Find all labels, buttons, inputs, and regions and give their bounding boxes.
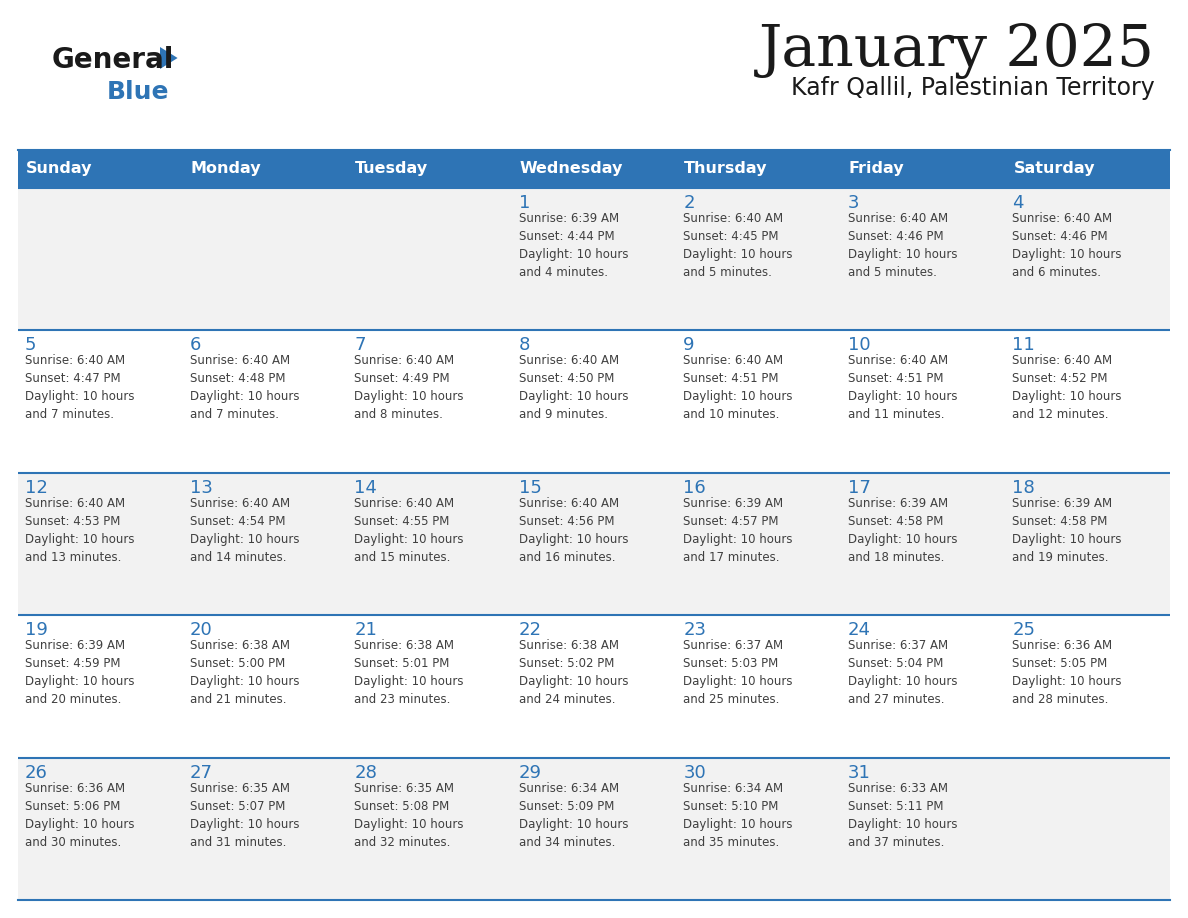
Text: Sunrise: 6:40 AM
Sunset: 4:54 PM
Daylight: 10 hours
and 14 minutes.: Sunrise: 6:40 AM Sunset: 4:54 PM Dayligh… — [190, 497, 299, 564]
Text: 18: 18 — [1012, 479, 1035, 497]
Polygon shape — [160, 47, 177, 69]
Text: Sunrise: 6:40 AM
Sunset: 4:46 PM
Daylight: 10 hours
and 5 minutes.: Sunrise: 6:40 AM Sunset: 4:46 PM Dayligh… — [848, 212, 958, 279]
Text: Monday: Monday — [190, 162, 261, 176]
Text: 7: 7 — [354, 336, 366, 354]
Text: Sunrise: 6:40 AM
Sunset: 4:56 PM
Daylight: 10 hours
and 16 minutes.: Sunrise: 6:40 AM Sunset: 4:56 PM Dayligh… — [519, 497, 628, 564]
Text: Sunrise: 6:39 AM
Sunset: 4:58 PM
Daylight: 10 hours
and 19 minutes.: Sunrise: 6:39 AM Sunset: 4:58 PM Dayligh… — [1012, 497, 1121, 564]
Text: Sunrise: 6:40 AM
Sunset: 4:50 PM
Daylight: 10 hours
and 9 minutes.: Sunrise: 6:40 AM Sunset: 4:50 PM Dayligh… — [519, 354, 628, 421]
Text: 30: 30 — [683, 764, 706, 781]
Bar — [18, 188, 1170, 330]
Text: Sunrise: 6:40 AM
Sunset: 4:47 PM
Daylight: 10 hours
and 7 minutes.: Sunrise: 6:40 AM Sunset: 4:47 PM Dayligh… — [25, 354, 134, 421]
Text: Sunrise: 6:39 AM
Sunset: 4:44 PM
Daylight: 10 hours
and 4 minutes.: Sunrise: 6:39 AM Sunset: 4:44 PM Dayligh… — [519, 212, 628, 279]
Text: 19: 19 — [25, 621, 48, 639]
Text: 26: 26 — [25, 764, 48, 781]
Text: General: General — [52, 46, 175, 74]
Text: Sunrise: 6:38 AM
Sunset: 5:00 PM
Daylight: 10 hours
and 21 minutes.: Sunrise: 6:38 AM Sunset: 5:00 PM Dayligh… — [190, 639, 299, 706]
Text: Sunrise: 6:39 AM
Sunset: 4:57 PM
Daylight: 10 hours
and 17 minutes.: Sunrise: 6:39 AM Sunset: 4:57 PM Dayligh… — [683, 497, 792, 564]
Text: 24: 24 — [848, 621, 871, 639]
Text: Sunrise: 6:40 AM
Sunset: 4:51 PM
Daylight: 10 hours
and 10 minutes.: Sunrise: 6:40 AM Sunset: 4:51 PM Dayligh… — [683, 354, 792, 421]
Text: Blue: Blue — [107, 80, 170, 104]
Text: Friday: Friday — [849, 162, 904, 176]
Text: 5: 5 — [25, 336, 37, 354]
Text: Tuesday: Tuesday — [355, 162, 428, 176]
Text: Sunrise: 6:37 AM
Sunset: 5:04 PM
Daylight: 10 hours
and 27 minutes.: Sunrise: 6:37 AM Sunset: 5:04 PM Dayligh… — [848, 639, 958, 706]
Text: Sunrise: 6:38 AM
Sunset: 5:01 PM
Daylight: 10 hours
and 23 minutes.: Sunrise: 6:38 AM Sunset: 5:01 PM Dayligh… — [354, 639, 463, 706]
Text: 21: 21 — [354, 621, 377, 639]
Text: Sunrise: 6:40 AM
Sunset: 4:55 PM
Daylight: 10 hours
and 15 minutes.: Sunrise: 6:40 AM Sunset: 4:55 PM Dayligh… — [354, 497, 463, 564]
Text: 9: 9 — [683, 336, 695, 354]
Text: Sunrise: 6:36 AM
Sunset: 5:06 PM
Daylight: 10 hours
and 30 minutes.: Sunrise: 6:36 AM Sunset: 5:06 PM Dayligh… — [25, 781, 134, 848]
Text: Sunrise: 6:40 AM
Sunset: 4:45 PM
Daylight: 10 hours
and 5 minutes.: Sunrise: 6:40 AM Sunset: 4:45 PM Dayligh… — [683, 212, 792, 279]
Text: Sunrise: 6:33 AM
Sunset: 5:11 PM
Daylight: 10 hours
and 37 minutes.: Sunrise: 6:33 AM Sunset: 5:11 PM Dayligh… — [848, 781, 958, 848]
Text: 22: 22 — [519, 621, 542, 639]
Text: 16: 16 — [683, 479, 706, 497]
Text: Kafr Qallil, Palestinian Territory: Kafr Qallil, Palestinian Territory — [791, 76, 1155, 100]
Bar — [18, 757, 1170, 900]
Text: Sunrise: 6:40 AM
Sunset: 4:46 PM
Daylight: 10 hours
and 6 minutes.: Sunrise: 6:40 AM Sunset: 4:46 PM Dayligh… — [1012, 212, 1121, 279]
Text: 23: 23 — [683, 621, 707, 639]
Text: Saturday: Saturday — [1013, 162, 1095, 176]
Text: 10: 10 — [848, 336, 871, 354]
Text: 29: 29 — [519, 764, 542, 781]
Text: Sunrise: 6:34 AM
Sunset: 5:10 PM
Daylight: 10 hours
and 35 minutes.: Sunrise: 6:34 AM Sunset: 5:10 PM Dayligh… — [683, 781, 792, 848]
Bar — [18, 150, 1170, 188]
Text: Sunrise: 6:38 AM
Sunset: 5:02 PM
Daylight: 10 hours
and 24 minutes.: Sunrise: 6:38 AM Sunset: 5:02 PM Dayligh… — [519, 639, 628, 706]
Text: 20: 20 — [190, 621, 213, 639]
Text: 28: 28 — [354, 764, 377, 781]
Text: 11: 11 — [1012, 336, 1035, 354]
Text: Sunrise: 6:39 AM
Sunset: 4:58 PM
Daylight: 10 hours
and 18 minutes.: Sunrise: 6:39 AM Sunset: 4:58 PM Dayligh… — [848, 497, 958, 564]
Text: Thursday: Thursday — [684, 162, 767, 176]
Text: Sunrise: 6:39 AM
Sunset: 4:59 PM
Daylight: 10 hours
and 20 minutes.: Sunrise: 6:39 AM Sunset: 4:59 PM Dayligh… — [25, 639, 134, 706]
Text: Sunrise: 6:37 AM
Sunset: 5:03 PM
Daylight: 10 hours
and 25 minutes.: Sunrise: 6:37 AM Sunset: 5:03 PM Dayligh… — [683, 639, 792, 706]
Text: Sunrise: 6:40 AM
Sunset: 4:52 PM
Daylight: 10 hours
and 12 minutes.: Sunrise: 6:40 AM Sunset: 4:52 PM Dayligh… — [1012, 354, 1121, 421]
Text: 13: 13 — [190, 479, 213, 497]
Text: 3: 3 — [848, 194, 859, 212]
Text: Sunrise: 6:35 AM
Sunset: 5:07 PM
Daylight: 10 hours
and 31 minutes.: Sunrise: 6:35 AM Sunset: 5:07 PM Dayligh… — [190, 781, 299, 848]
Text: 6: 6 — [190, 336, 201, 354]
Bar — [18, 473, 1170, 615]
Bar — [18, 615, 1170, 757]
Text: 2: 2 — [683, 194, 695, 212]
Text: January 2025: January 2025 — [759, 23, 1155, 79]
Text: 15: 15 — [519, 479, 542, 497]
Text: Sunrise: 6:40 AM
Sunset: 4:48 PM
Daylight: 10 hours
and 7 minutes.: Sunrise: 6:40 AM Sunset: 4:48 PM Dayligh… — [190, 354, 299, 421]
Text: 4: 4 — [1012, 194, 1024, 212]
Text: 27: 27 — [190, 764, 213, 781]
Text: Sunrise: 6:40 AM
Sunset: 4:51 PM
Daylight: 10 hours
and 11 minutes.: Sunrise: 6:40 AM Sunset: 4:51 PM Dayligh… — [848, 354, 958, 421]
Text: 25: 25 — [1012, 621, 1036, 639]
Bar — [18, 330, 1170, 473]
Text: 12: 12 — [25, 479, 48, 497]
Text: 31: 31 — [848, 764, 871, 781]
Text: Sunrise: 6:36 AM
Sunset: 5:05 PM
Daylight: 10 hours
and 28 minutes.: Sunrise: 6:36 AM Sunset: 5:05 PM Dayligh… — [1012, 639, 1121, 706]
Text: Sunrise: 6:40 AM
Sunset: 4:53 PM
Daylight: 10 hours
and 13 minutes.: Sunrise: 6:40 AM Sunset: 4:53 PM Dayligh… — [25, 497, 134, 564]
Text: 14: 14 — [354, 479, 377, 497]
Text: Sunrise: 6:35 AM
Sunset: 5:08 PM
Daylight: 10 hours
and 32 minutes.: Sunrise: 6:35 AM Sunset: 5:08 PM Dayligh… — [354, 781, 463, 848]
Text: Sunday: Sunday — [26, 162, 93, 176]
Text: Sunrise: 6:34 AM
Sunset: 5:09 PM
Daylight: 10 hours
and 34 minutes.: Sunrise: 6:34 AM Sunset: 5:09 PM Dayligh… — [519, 781, 628, 848]
Text: 17: 17 — [848, 479, 871, 497]
Text: Sunrise: 6:40 AM
Sunset: 4:49 PM
Daylight: 10 hours
and 8 minutes.: Sunrise: 6:40 AM Sunset: 4:49 PM Dayligh… — [354, 354, 463, 421]
Text: 8: 8 — [519, 336, 530, 354]
Text: 1: 1 — [519, 194, 530, 212]
Text: Wednesday: Wednesday — [519, 162, 623, 176]
